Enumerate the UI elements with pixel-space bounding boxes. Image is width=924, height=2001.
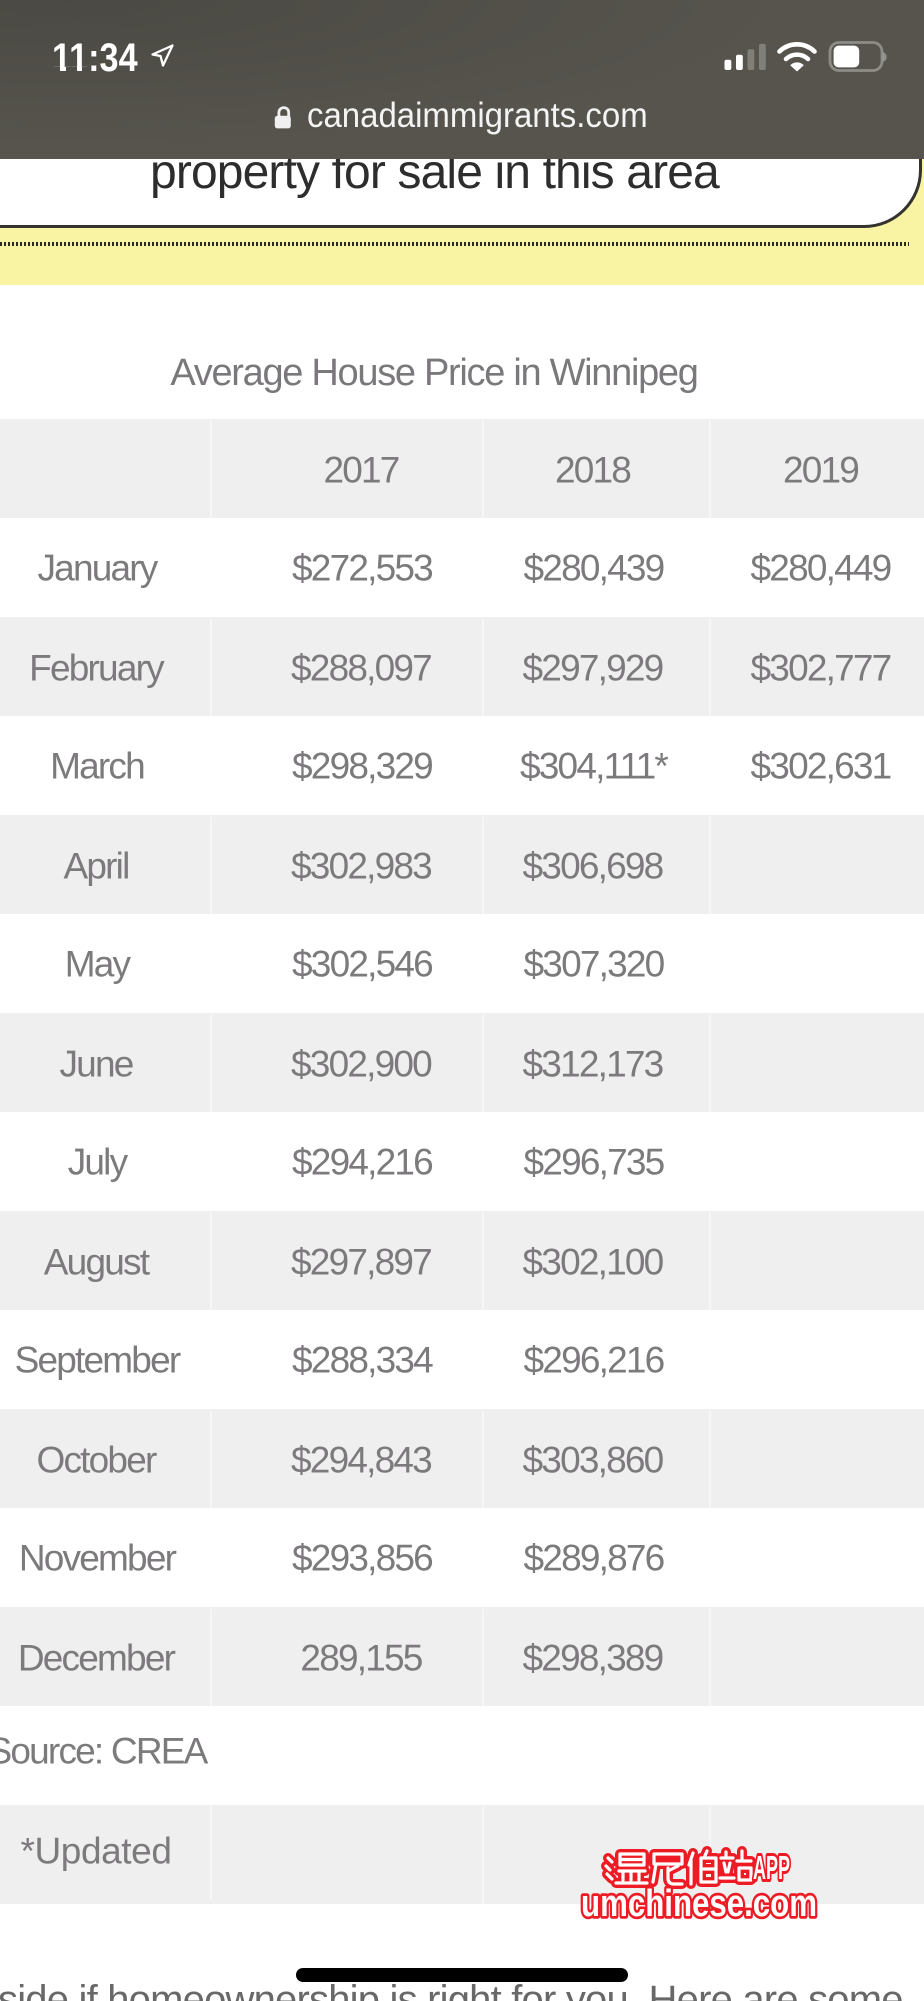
svg-text:umchinese.com: umchinese.com [581,1883,817,1925]
svg-text:APP: APP [753,1849,790,1886]
